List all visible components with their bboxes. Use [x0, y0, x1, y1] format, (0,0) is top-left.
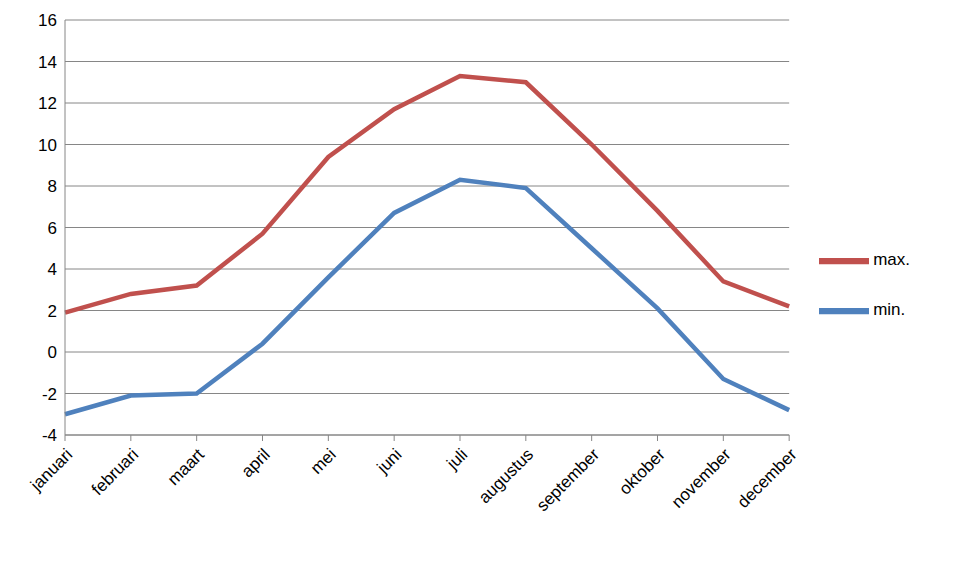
svg-text:oktober: oktober: [615, 445, 669, 499]
svg-text:16: 16: [38, 11, 57, 30]
svg-text:12: 12: [38, 94, 57, 113]
svg-text:december: december: [734, 445, 801, 512]
svg-text:2: 2: [48, 302, 57, 321]
svg-text:-4: -4: [42, 426, 57, 445]
svg-text:0: 0: [48, 343, 57, 362]
svg-text:14: 14: [38, 53, 57, 72]
svg-text:februari: februari: [88, 445, 142, 499]
svg-text:augustus: augustus: [475, 445, 537, 507]
svg-text:4: 4: [48, 260, 57, 279]
svg-text:6: 6: [48, 219, 57, 238]
svg-text:juli: juli: [443, 445, 472, 474]
svg-text:maart: maart: [164, 445, 208, 489]
svg-text:8: 8: [48, 177, 57, 196]
svg-text:10: 10: [38, 136, 57, 155]
svg-text:november: november: [668, 445, 735, 512]
svg-text:-2: -2: [42, 385, 57, 404]
html-text:min.: min.: [873, 300, 906, 320]
svg-text:september: september: [533, 445, 603, 515]
svg-text:mei: mei: [307, 445, 340, 478]
html-text:max.: max.: [873, 250, 910, 270]
svg-text:juni: juni: [373, 445, 406, 478]
svg-text:april: april: [238, 445, 274, 481]
svg-text:januari: januari: [26, 445, 76, 495]
